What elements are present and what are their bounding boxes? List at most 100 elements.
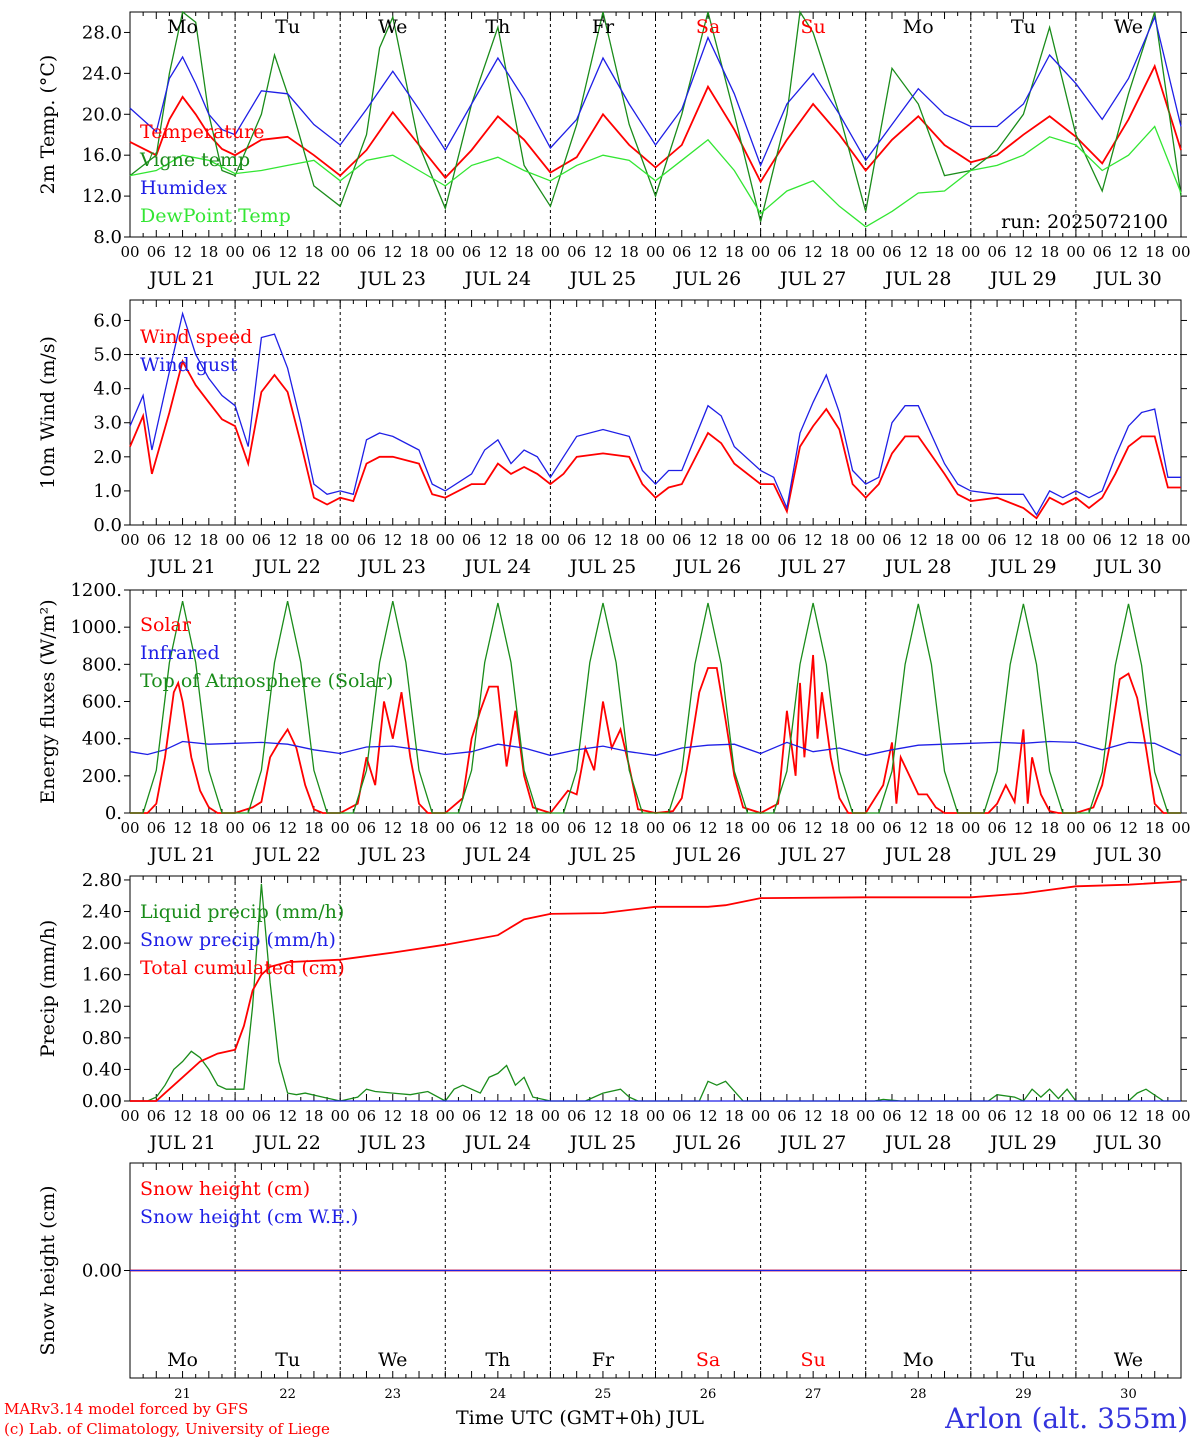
date-label: JUL 27 — [778, 268, 846, 290]
legend-entry: Wind speed — [140, 326, 252, 348]
plot-frame — [129, 11, 1182, 238]
day-number-label: 21 — [174, 1387, 191, 1402]
day-of-week-label: Tu — [275, 1349, 300, 1371]
legend-entry: Vigne temp — [139, 149, 250, 171]
hour-label: 00 — [1066, 1107, 1085, 1125]
hour-label: 12 — [909, 1107, 928, 1125]
hour-label: 06 — [1093, 819, 1112, 837]
hour-label: 00 — [1066, 243, 1085, 261]
hour-label: 00 — [1066, 819, 1085, 837]
date-label: JUL 23 — [358, 844, 426, 866]
hour-label: 18 — [1040, 1107, 1059, 1125]
hour-label: 18 — [725, 819, 744, 837]
hour-label: 06 — [988, 243, 1007, 261]
hour-label: 00 — [646, 243, 665, 261]
hour-label: 12 — [593, 819, 612, 837]
y-tick-label: 0. — [105, 803, 122, 824]
hour-label: 12 — [909, 819, 928, 837]
hour-label: 12 — [488, 531, 507, 549]
plot-frame — [129, 589, 1182, 814]
hour-label: 18 — [199, 243, 218, 261]
hour-label: 00 — [856, 531, 875, 549]
plot-frame — [129, 299, 1182, 526]
hour-label: 18 — [515, 243, 534, 261]
date-label: JUL 28 — [883, 1132, 951, 1154]
hour-label: 12 — [383, 243, 402, 261]
hour-label: 18 — [304, 243, 323, 261]
hour-label: 06 — [147, 1107, 166, 1125]
y-axis-title: Snow height (cm) — [37, 1185, 59, 1355]
hour-label: 12 — [1119, 243, 1138, 261]
hour-label: 06 — [988, 531, 1007, 549]
y-tick-label: 0.40 — [82, 1059, 122, 1080]
date-label: JUL 23 — [358, 268, 426, 290]
hour-label: 00 — [646, 531, 665, 549]
hour-label: 18 — [515, 819, 534, 837]
y-tick-label: 0.00 — [82, 1091, 122, 1112]
hour-label: 12 — [488, 819, 507, 837]
legend-entry: Top of Atmosphere (Solar) — [140, 670, 393, 692]
hour-label: 18 — [199, 531, 218, 549]
date-label: JUL 25 — [568, 268, 636, 290]
date-label: JUL 28 — [883, 844, 951, 866]
hour-label: 00 — [1171, 531, 1190, 549]
hour-label: 12 — [909, 243, 928, 261]
hour-label: 18 — [620, 1107, 639, 1125]
date-label: JUL 24 — [463, 268, 531, 290]
day-of-week-label: Fr — [592, 1349, 615, 1371]
y-tick-label: 5.0 — [93, 345, 122, 366]
wind-panel: 0.0 1.0 2.0 3.0 4.0 5.0 6.0 10m Wind (m/s) Wind … — [37, 299, 1191, 578]
date-label: JUL 25 — [568, 844, 636, 866]
hour-label: 12 — [1014, 1107, 1033, 1125]
series-wind-0 — [129, 358, 1181, 520]
hour-label: 18 — [1040, 243, 1059, 261]
series-temperature-3 — [129, 125, 1182, 228]
hour-label: 06 — [462, 819, 481, 837]
y-axis-title: Precip (mm/h) — [37, 920, 59, 1058]
hour-label: 00 — [646, 819, 665, 837]
y-tick-label: 1.0 — [93, 481, 122, 502]
hour-label: 18 — [1145, 1107, 1164, 1125]
date-label: JUL 22 — [252, 268, 320, 290]
hour-label: 00 — [120, 1107, 139, 1125]
hour-label: 06 — [1093, 531, 1112, 549]
hour-label: 06 — [567, 531, 586, 549]
hour-label: 12 — [593, 1107, 612, 1125]
series-temperature-0 — [129, 63, 1182, 184]
legend-entry: Temperature — [140, 121, 264, 143]
hour-label: 12 — [173, 531, 192, 549]
date-label: JUL 30 — [1093, 1132, 1161, 1154]
hour-label: 06 — [357, 243, 376, 261]
time-axis-title: Time UTC (GMT+0h) JUL — [456, 1407, 704, 1429]
series-energy-1 — [129, 740, 1182, 757]
hour-label: 12 — [173, 243, 192, 261]
y-tick-label: 2.80 — [82, 870, 122, 891]
hour-label: 18 — [935, 531, 954, 549]
hour-label: 06 — [147, 531, 166, 549]
y-tick-label: 800. — [82, 654, 122, 675]
hour-label: 12 — [278, 1107, 297, 1125]
hour-label: 18 — [199, 819, 218, 837]
day-number-label: 22 — [279, 1387, 296, 1402]
hour-label: 00 — [436, 243, 455, 261]
y-tick-label: 4.0 — [93, 379, 122, 400]
hour-label: 00 — [226, 1107, 245, 1125]
legend-entry: Liquid precip (mm/h) — [140, 901, 344, 923]
hour-label: 00 — [961, 1107, 980, 1125]
day-of-week-label: Sa — [696, 1349, 720, 1371]
hour-label: 18 — [1040, 819, 1059, 837]
hour-label: 18 — [1145, 531, 1164, 549]
series-precip-2 — [130, 880, 1182, 1102]
date-label: JUL 23 — [358, 1132, 426, 1154]
date-label: JUL 26 — [673, 556, 741, 578]
hour-label: 00 — [961, 819, 980, 837]
hour-label: 18 — [935, 243, 954, 261]
hour-label: 18 — [409, 243, 428, 261]
date-label: JUL 24 — [463, 1132, 531, 1154]
y-axis-title: 10m Wind (m/s) — [37, 336, 59, 489]
date-label: JUL 29 — [988, 844, 1056, 866]
day-of-week-label: Tu — [1011, 1349, 1036, 1371]
series-temperature-2 — [129, 15, 1182, 168]
hour-label: 06 — [882, 1107, 901, 1125]
